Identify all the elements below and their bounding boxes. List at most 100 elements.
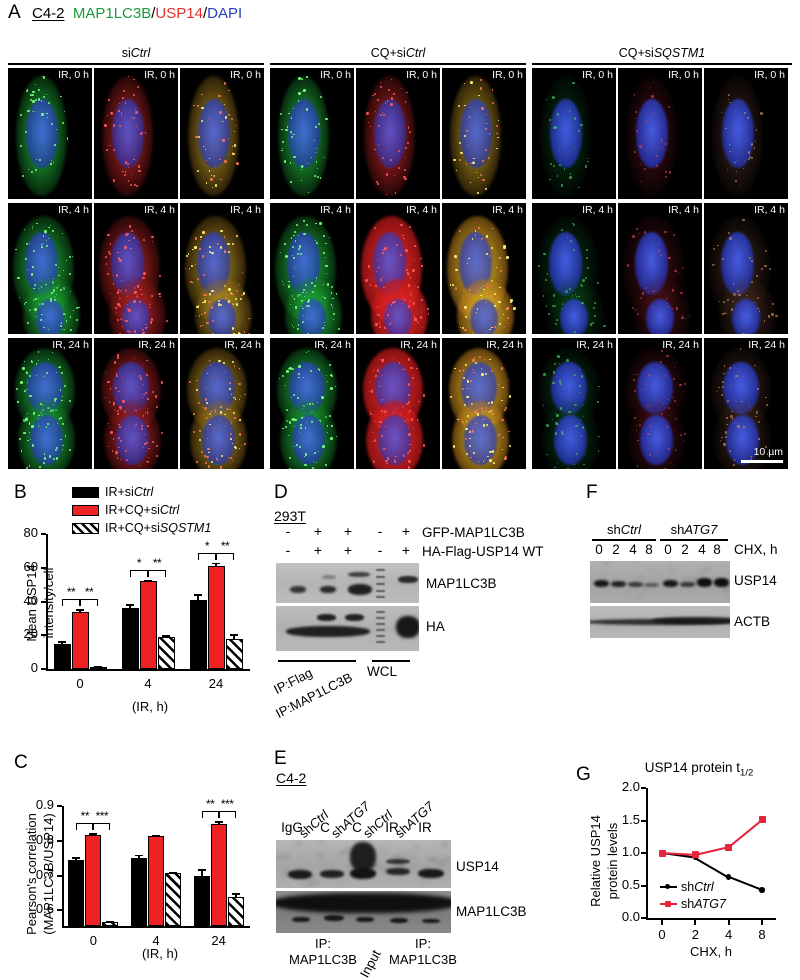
significance-stars: ** [66,585,76,600]
x-tick [661,920,663,925]
bar [210,824,227,926]
legend-label-2: IR+CQ+siCtrl [105,503,180,517]
bar [131,857,147,926]
blot-texture [374,850,378,853]
blot-texture [678,594,683,597]
microscopy-timepoint-label: IR, 24 h [52,339,89,351]
ladder-mark [376,611,385,614]
blot-band [317,614,336,621]
blot-band [324,915,344,921]
panel-d-cell-line: 293T [274,508,306,524]
error-bar [234,893,237,898]
panel-g-letter: G [576,764,591,785]
microscopy-timepoint-label: IR, 24 h [576,339,613,351]
ladder-mark [376,629,385,632]
x-tick [727,920,730,925]
panel-f-timepoint-label: 8 [645,542,653,557]
blot-texture [600,571,607,576]
bar [121,608,139,669]
y-tick-label: 0.6 [35,901,54,917]
group-header-cq-sictrl: CQ+siCtrl [370,46,426,60]
blot-band [356,917,374,922]
line-segment [695,846,729,856]
microscopy-timepoint-label: IR, 0 h [582,69,613,81]
legend-item-ir-cq-sisqstm1: IR+CQ+siSQSTM1 [72,521,211,535]
construct-indicator: + [313,523,323,539]
legend-line [660,884,677,890]
blot-band [628,582,643,587]
blot-texture [631,561,638,565]
blot-texture [410,855,416,860]
blot-band [714,578,729,587]
legend-label-1: IR+siCtrl [105,485,154,499]
microscopy-tile: IR, 4 h [270,203,354,334]
microscopy-tile: IR, 0 h [270,68,354,199]
significance-bracket [130,569,148,577]
y-tick [41,668,46,670]
y-tick [641,917,646,919]
y-tick [57,805,62,807]
blot-band [322,575,336,579]
microscopy-timepoint-label: IR, 0 h [230,69,261,81]
blot-texture [658,594,662,597]
blot-texture [321,862,325,865]
group-header-cq-sisqstm1: CQ+siSQSTM1 [618,46,706,60]
blot-texture [428,857,437,863]
blot-texture [435,861,444,867]
panel-c-letter: C [14,752,28,773]
y-tick-label: 1.5 [621,811,640,827]
error-bar-cap [212,562,220,565]
panel-g-plot-area: 0.0 0.5 1.0 1.5 2.0 0 2 4 8 shCtrl shATG7 [622,779,776,942]
x-axis [46,669,250,671]
ladder-mark [376,596,385,599]
blot-texture [383,868,388,871]
significance-stars: ** [84,585,94,600]
blot-texture [298,878,304,882]
x-tick-label: 4 [152,933,160,948]
y-tick [641,787,646,789]
blot-texture [725,595,730,598]
microscopy-timepoint-label: IR, 24 h [400,339,437,351]
panel-d-blot-map1lc3b [276,563,419,603]
panel-f-timepoint-label: 0 [595,542,603,557]
ladder-mark [376,635,385,638]
blot-band [386,859,410,864]
microscopy-tile: IR, 24 h [442,338,526,469]
y-tick [41,533,46,535]
x-tick-label: 0 [76,676,84,691]
blot-texture [296,868,301,871]
scale-bar: 10 µm [741,447,783,463]
panel-f-band-label-actb: ACTB [734,614,771,629]
blot-texture [442,859,447,862]
microscopy-timepoint-label: IR, 4 h [230,204,261,216]
panel-e-lane-label: C [352,820,362,835]
microscopy-tile: IR, 0 h [180,68,264,199]
significance-bracket [80,599,98,607]
error-bar-cap [197,869,206,872]
error-bar [197,593,199,600]
microscopy-timepoint-label: IR, 24 h [662,339,699,351]
data-point [691,851,699,859]
panel-b-plot-area: 0 20 40 60 80 0 4 24 ** ** * ** * ** [24,525,250,691]
blot-texture [701,574,704,577]
blot-texture [682,590,685,593]
panel-f-timepoint-label: 2 [681,542,689,557]
error-bar-cap [126,604,134,606]
blot-texture [595,571,598,574]
x-tick-label: 0 [89,933,97,948]
bar [227,897,244,926]
blot-band [594,580,609,587]
microscopy-tile: IR, 24 h [8,338,92,469]
significance-stars: ** [220,538,230,553]
panel-e-blot: E C4-2 shCtrl shATG7 shCtrl shATG7 IgG C C IR I… [266,746,576,980]
panel-d-band-label-map1lc3b: MAP1LC3B [426,576,497,591]
blot-texture [419,878,427,883]
group-rule-3 [532,63,792,65]
panel-f-group-shctrl: shCtrl [607,522,641,537]
blot-texture [636,575,643,580]
error-bar-cap [169,871,177,874]
separator-1: / [151,5,156,22]
panel-e-label-ip-1-line1: IP: [315,936,331,951]
microscopy-timepoint-label: IR, 24 h [138,339,175,351]
blot-texture [351,841,355,844]
